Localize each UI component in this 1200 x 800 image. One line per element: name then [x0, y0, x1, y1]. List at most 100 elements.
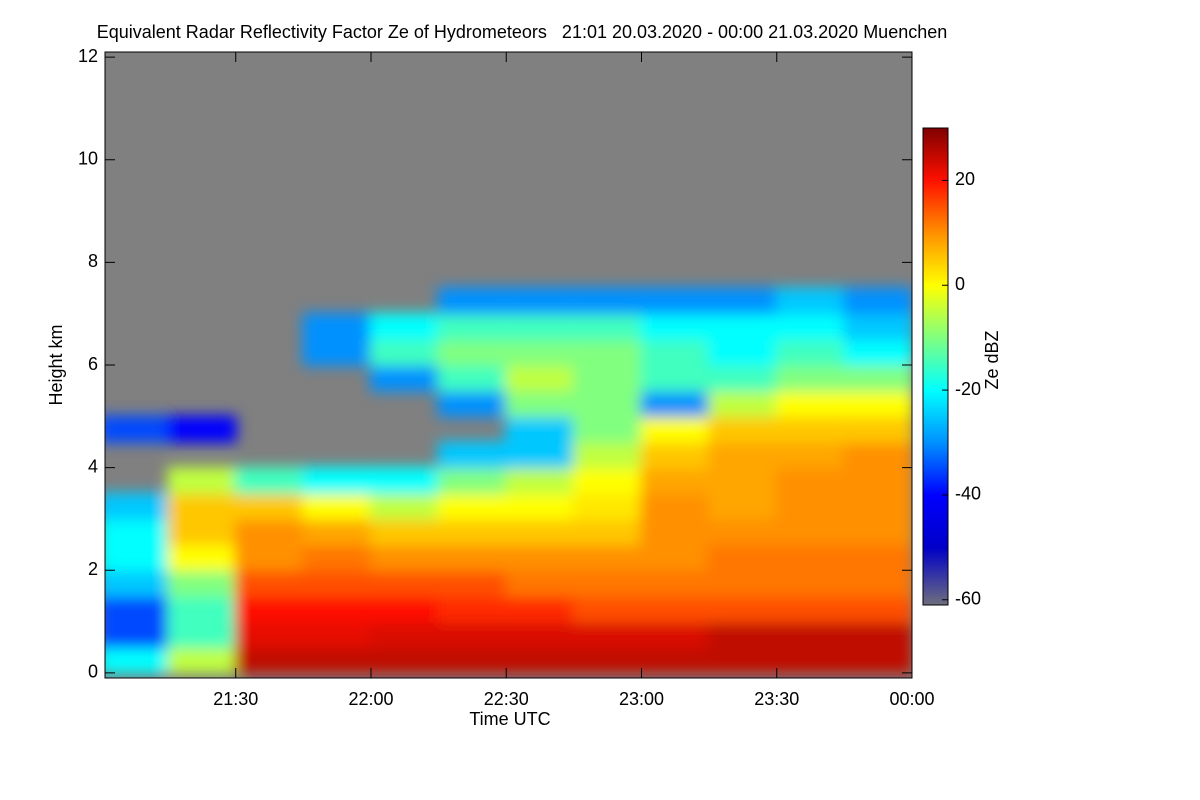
cell	[437, 338, 508, 366]
cell	[708, 492, 778, 520]
cell	[775, 620, 846, 649]
cell	[437, 287, 508, 315]
cell	[572, 415, 643, 443]
cell	[234, 517, 305, 546]
colorbar	[922, 127, 949, 606]
cell	[302, 646, 372, 674]
colorbar-tick-label: -40	[955, 484, 981, 504]
cell	[640, 389, 711, 418]
cell	[572, 364, 643, 392]
cell	[167, 517, 237, 546]
cell	[708, 312, 778, 341]
cell	[505, 415, 575, 443]
cell	[437, 646, 508, 674]
cell	[437, 517, 508, 546]
y-tick-label: 2	[88, 559, 98, 579]
cell	[369, 517, 440, 546]
cell	[775, 569, 846, 597]
cell	[437, 492, 508, 520]
cell	[437, 312, 508, 341]
cell	[302, 569, 372, 597]
cell	[708, 620, 778, 649]
cell	[775, 338, 846, 366]
cell	[302, 517, 372, 546]
cell	[843, 466, 912, 495]
cell	[167, 594, 237, 623]
cell	[369, 312, 440, 341]
cell	[505, 364, 575, 392]
cell	[572, 594, 643, 623]
cell	[302, 543, 372, 572]
cell	[437, 364, 508, 392]
cell	[708, 415, 778, 443]
cell	[843, 287, 912, 315]
cell	[843, 389, 912, 418]
cell	[843, 543, 912, 572]
cell	[369, 594, 440, 623]
cell	[505, 287, 575, 315]
cell	[167, 569, 237, 597]
cell	[775, 646, 846, 674]
x-tick-label: 22:30	[484, 689, 529, 709]
cell	[708, 569, 778, 597]
cell	[640, 466, 711, 495]
cell	[167, 466, 237, 495]
cell	[105, 543, 170, 572]
cell	[505, 646, 575, 674]
cell	[369, 543, 440, 572]
cell	[640, 287, 711, 315]
cell	[105, 517, 170, 546]
cell	[369, 338, 440, 366]
cell	[505, 389, 575, 418]
cell	[775, 389, 846, 418]
cell	[708, 517, 778, 546]
cell	[708, 287, 778, 315]
cell	[572, 620, 643, 649]
cell	[572, 569, 643, 597]
cell	[843, 440, 912, 469]
cell	[708, 364, 778, 392]
cell	[167, 646, 237, 674]
colorbar-tick-label: 0	[955, 274, 965, 294]
cell	[843, 569, 912, 597]
cell	[640, 646, 711, 674]
cell	[775, 517, 846, 546]
cell	[843, 646, 912, 674]
cell	[572, 338, 643, 366]
cell	[572, 543, 643, 572]
cell	[369, 569, 440, 597]
cell	[572, 389, 643, 418]
cell	[505, 620, 575, 649]
x-tick-label: 23:00	[619, 689, 664, 709]
cell	[708, 338, 778, 366]
cell	[775, 364, 846, 392]
heatmap	[105, 287, 912, 674]
cell	[708, 646, 778, 674]
cell	[505, 312, 575, 341]
cell	[505, 466, 575, 495]
cell	[437, 543, 508, 572]
cell	[640, 338, 711, 366]
cell	[843, 312, 912, 341]
y-tick-label: 10	[78, 149, 98, 169]
cell	[640, 415, 711, 443]
y-tick-label: 0	[88, 662, 98, 682]
cell	[369, 620, 440, 649]
y-tick-label: 8	[88, 251, 98, 271]
cell	[640, 620, 711, 649]
cell	[640, 492, 711, 520]
cell	[369, 646, 440, 674]
cell	[775, 543, 846, 572]
y-tick-label: 12	[78, 46, 98, 66]
cell	[302, 594, 372, 623]
cell	[775, 440, 846, 469]
cell	[572, 287, 643, 315]
cell	[105, 594, 170, 623]
cell	[167, 492, 237, 520]
y-tick-label: 6	[88, 354, 98, 374]
colorbar-label: Ze dBZ	[982, 330, 1002, 389]
cell	[369, 364, 440, 392]
cell	[302, 338, 372, 366]
cell	[167, 620, 237, 649]
